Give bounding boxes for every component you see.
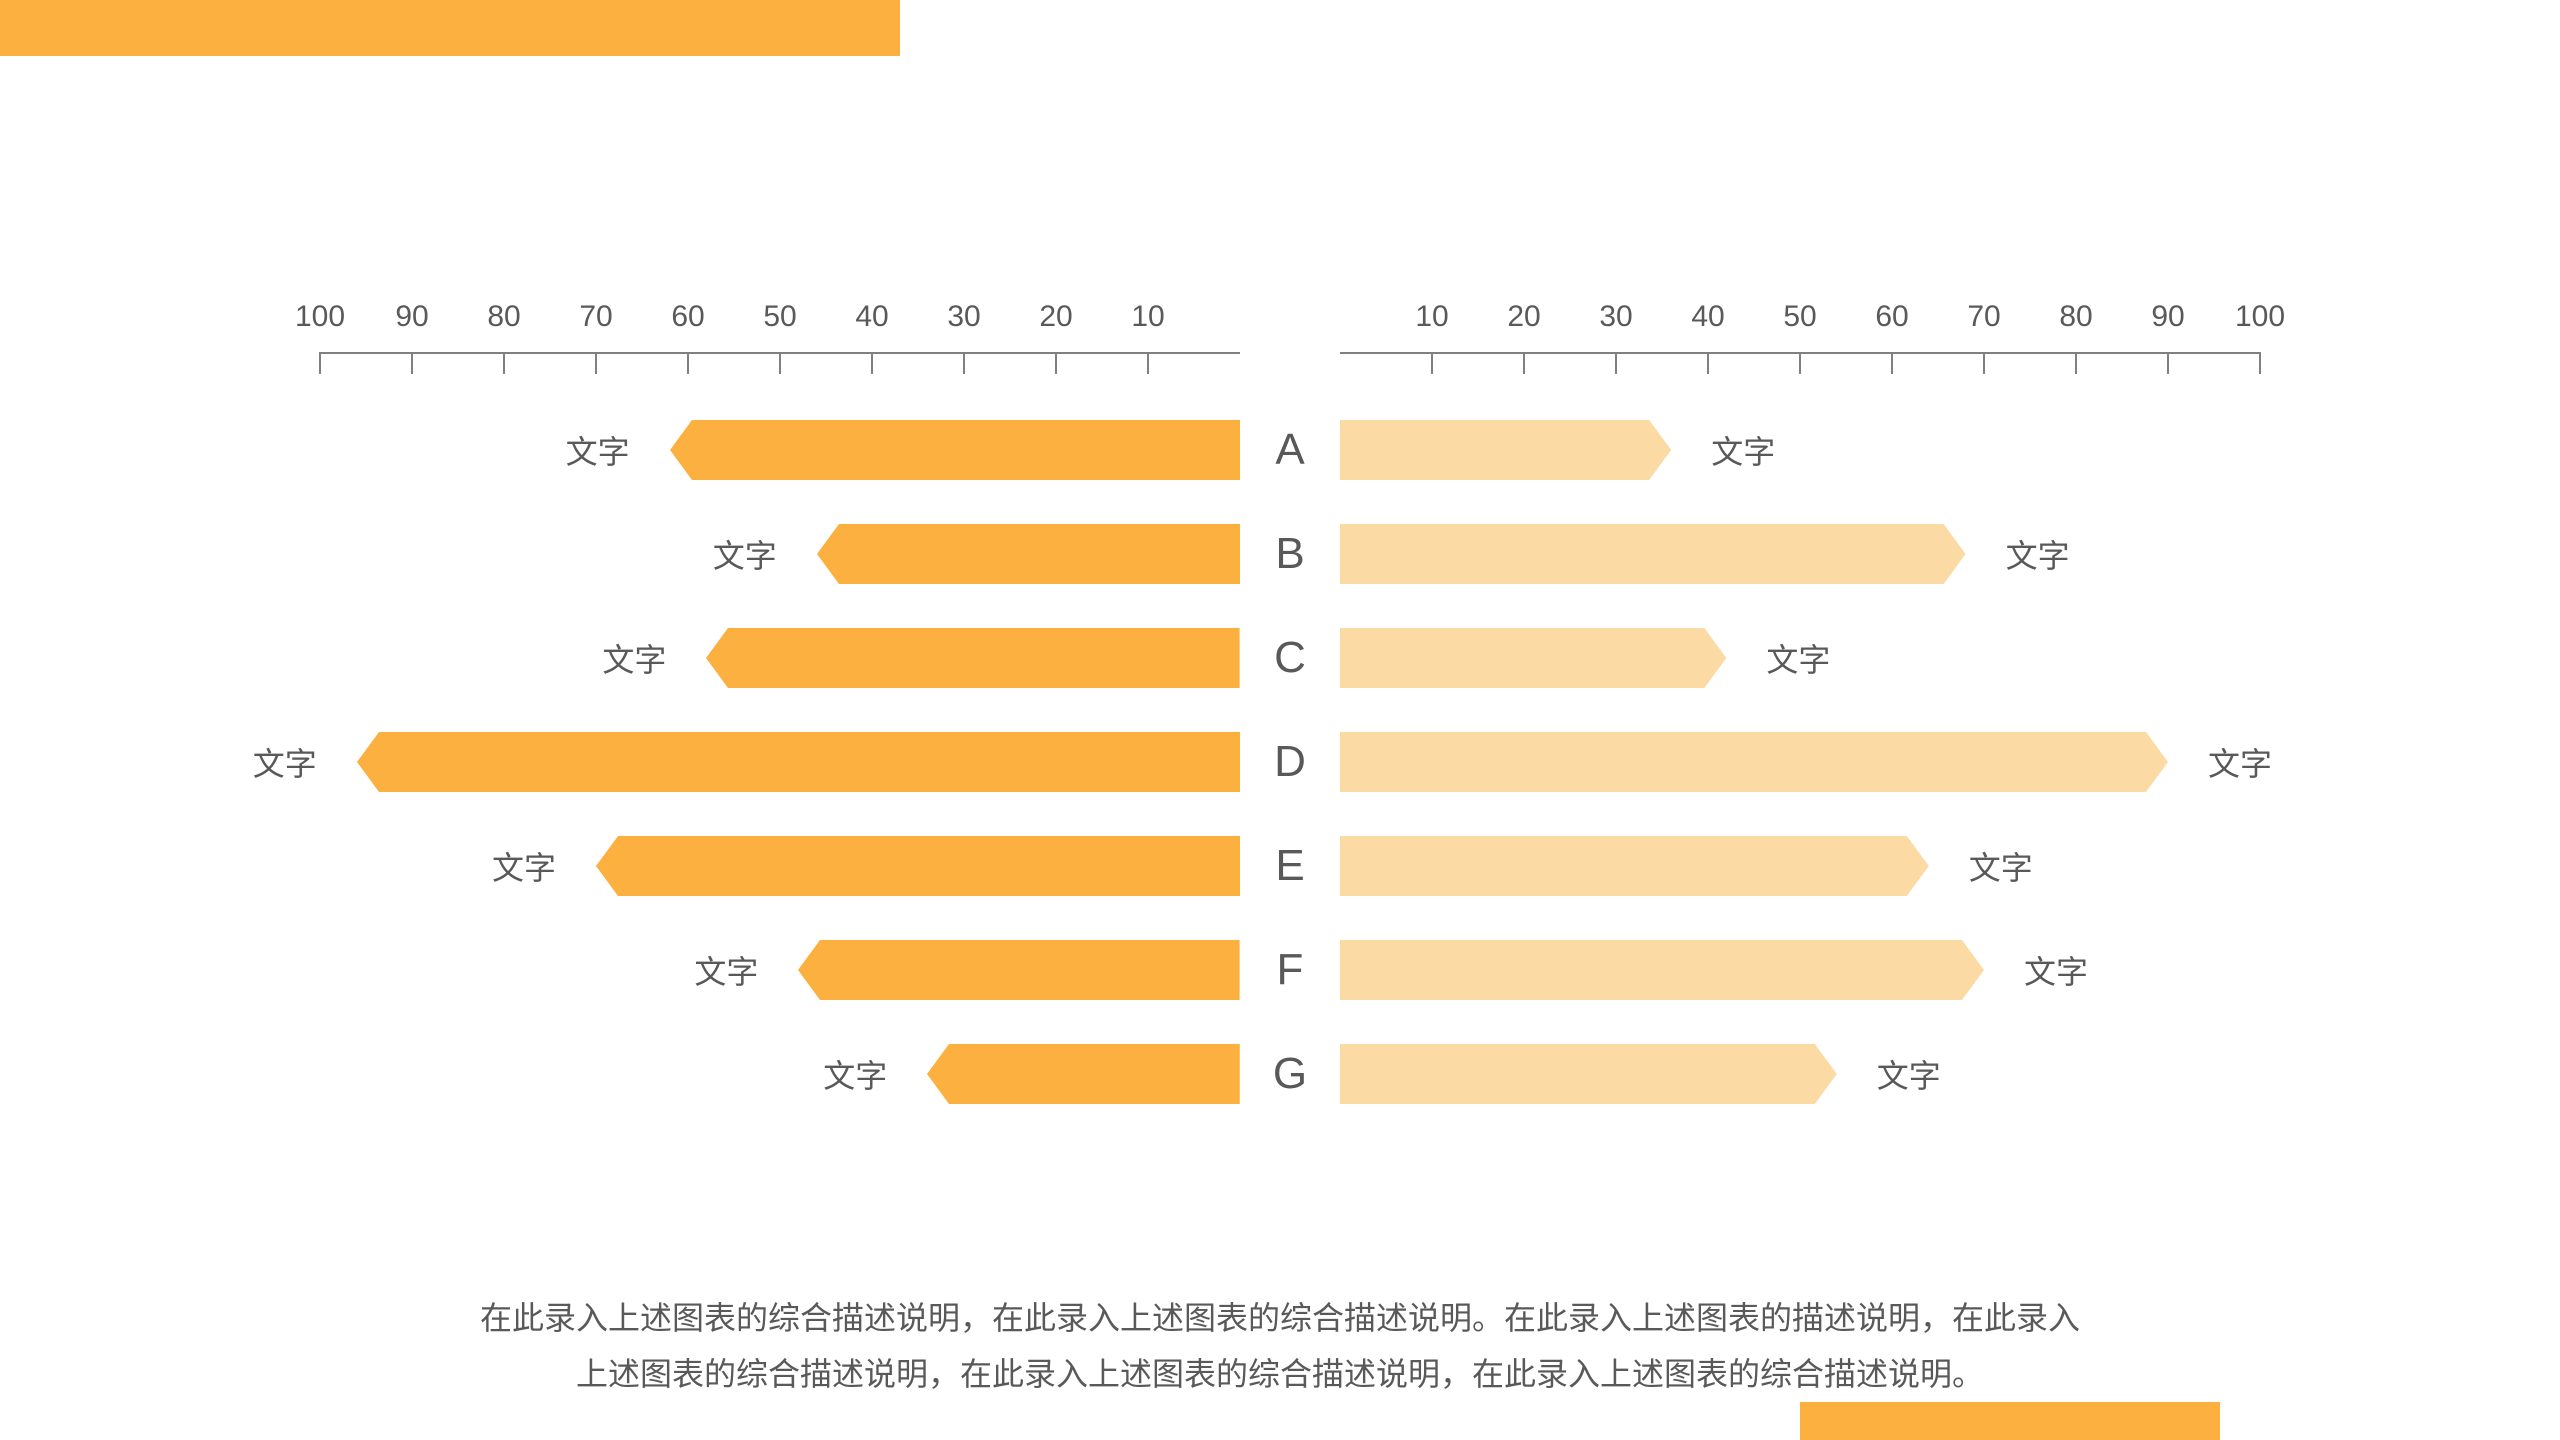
axis-tick-label: 30 [1599,300,1632,334]
bar-right [1340,836,1929,896]
bar-right-label: 文字 [1711,427,1775,473]
bar-left-label: 文字 [566,427,630,473]
axis-tick [1431,352,1433,374]
axis-tick [595,352,597,374]
bar-left-label: 文字 [253,739,317,785]
bar-left-label: 文字 [602,635,666,681]
category-label: D [1274,737,1306,787]
axis-tick [503,352,505,374]
bar-right [1340,732,2168,792]
chart-row: B 文字 文字 [0,524,2560,584]
axis-tick-label: 40 [1691,300,1724,334]
corner-accent-bottom [1800,1402,2220,1440]
bar-right [1340,628,1726,688]
axis-tick [319,352,321,374]
axis-left: 102030405060708090100 [320,300,1240,370]
axis-tick-label: 70 [579,300,612,334]
category-label: E [1275,841,1304,891]
bar-right-label: 文字 [1766,635,1830,681]
chart-description-line: 在此录入上述图表的综合描述说明，在此录入上述图表的综合描述说明。在此录入上述图表… [0,1290,2560,1346]
axis-tick-label: 100 [2235,300,2285,334]
axis-tick-label: 100 [295,300,345,334]
chart-description-line: 上述图表的综合描述说明，在此录入上述图表的综合描述说明，在此录入上述图表的综合描… [0,1346,2560,1402]
bar-right-label: 文字 [2024,947,2088,993]
axis-tick [2167,352,2169,374]
bar-left [817,524,1240,584]
axis-tick-label: 20 [1039,300,1072,334]
axis-tick [963,352,965,374]
bar-right-label: 文字 [1877,1051,1941,1097]
axis-tick [2259,352,2261,374]
bar-left-label: 文字 [713,531,777,577]
axis-tick-label: 70 [1967,300,2000,334]
axis-tick-label: 40 [855,300,888,334]
axis-tick-label: 90 [2151,300,2184,334]
axis-tick [1891,352,1893,374]
chart-row: E 文字 文字 [0,836,2560,896]
axis-tick-label: 20 [1507,300,1540,334]
category-label: F [1277,945,1304,995]
category-label: A [1275,425,1304,475]
axis-tick-label: 80 [2059,300,2092,334]
axis-tick [1799,352,1801,374]
axis-tick [1707,352,1709,374]
bar-left [706,628,1240,688]
bar-right [1340,1044,1837,1104]
bar-left [670,420,1240,480]
axis-tick-label: 60 [1875,300,1908,334]
bar-left [596,836,1240,896]
bar-right [1340,420,1671,480]
bar-left [357,732,1240,792]
chart-row: A 文字 文字 [0,420,2560,480]
bar-right [1340,524,1966,584]
axis-right: 102030405060708090100 [1340,300,2260,370]
chart-row: D 文字 文字 [0,732,2560,792]
bar-right-label: 文字 [1969,843,2033,889]
axis-tick [687,352,689,374]
axis-tick [1055,352,1057,374]
axis-tick [1147,352,1149,374]
category-label: B [1275,529,1304,579]
axis-tick-label: 30 [947,300,980,334]
bar-right-label: 文字 [2006,531,2070,577]
axis-tick-label: 50 [763,300,796,334]
axis-tick [411,352,413,374]
axis-tick-label: 90 [395,300,428,334]
category-label: C [1274,633,1306,683]
axis-tick-label: 60 [671,300,704,334]
axis-tick-label: 50 [1783,300,1816,334]
axis-tick-label: 10 [1415,300,1448,334]
bar-left-label: 文字 [492,843,556,889]
bar-left [798,940,1240,1000]
chart-rows: A文字文字B文字文字C文字文字D文字文字E文字文字F文字文字G文字文字 [0,420,2560,1104]
axis-tick [779,352,781,374]
bar-left-label: 文字 [694,947,758,993]
chart-row: F 文字 文字 [0,940,2560,1000]
axis-tick-label: 80 [487,300,520,334]
bar-right-label: 文字 [2208,739,2272,785]
axis-tick [2075,352,2077,374]
category-label: G [1273,1049,1307,1099]
slide: 10 20 30 40 50 60 70 80 90 100 10 20 30 40 50 60 70 80 90… [0,0,2560,1440]
chart-description: 在此录入上述图表的综合描述说明，在此录入上述图表的综合描述说明。在此录入上述图表… [0,1290,2560,1402]
bar-right [1340,940,1984,1000]
bar-left-label: 文字 [823,1051,887,1097]
chart-row: C 文字 文字 [0,628,2560,688]
axis-tick-label: 10 [1131,300,1164,334]
chart-row: G 文字 文字 [0,1044,2560,1104]
corner-accent-top [0,0,900,56]
bar-left [927,1044,1240,1104]
axis-tick [1615,352,1617,374]
axis-tick [1523,352,1525,374]
axis-tick [1983,352,1985,374]
axis-tick [871,352,873,374]
